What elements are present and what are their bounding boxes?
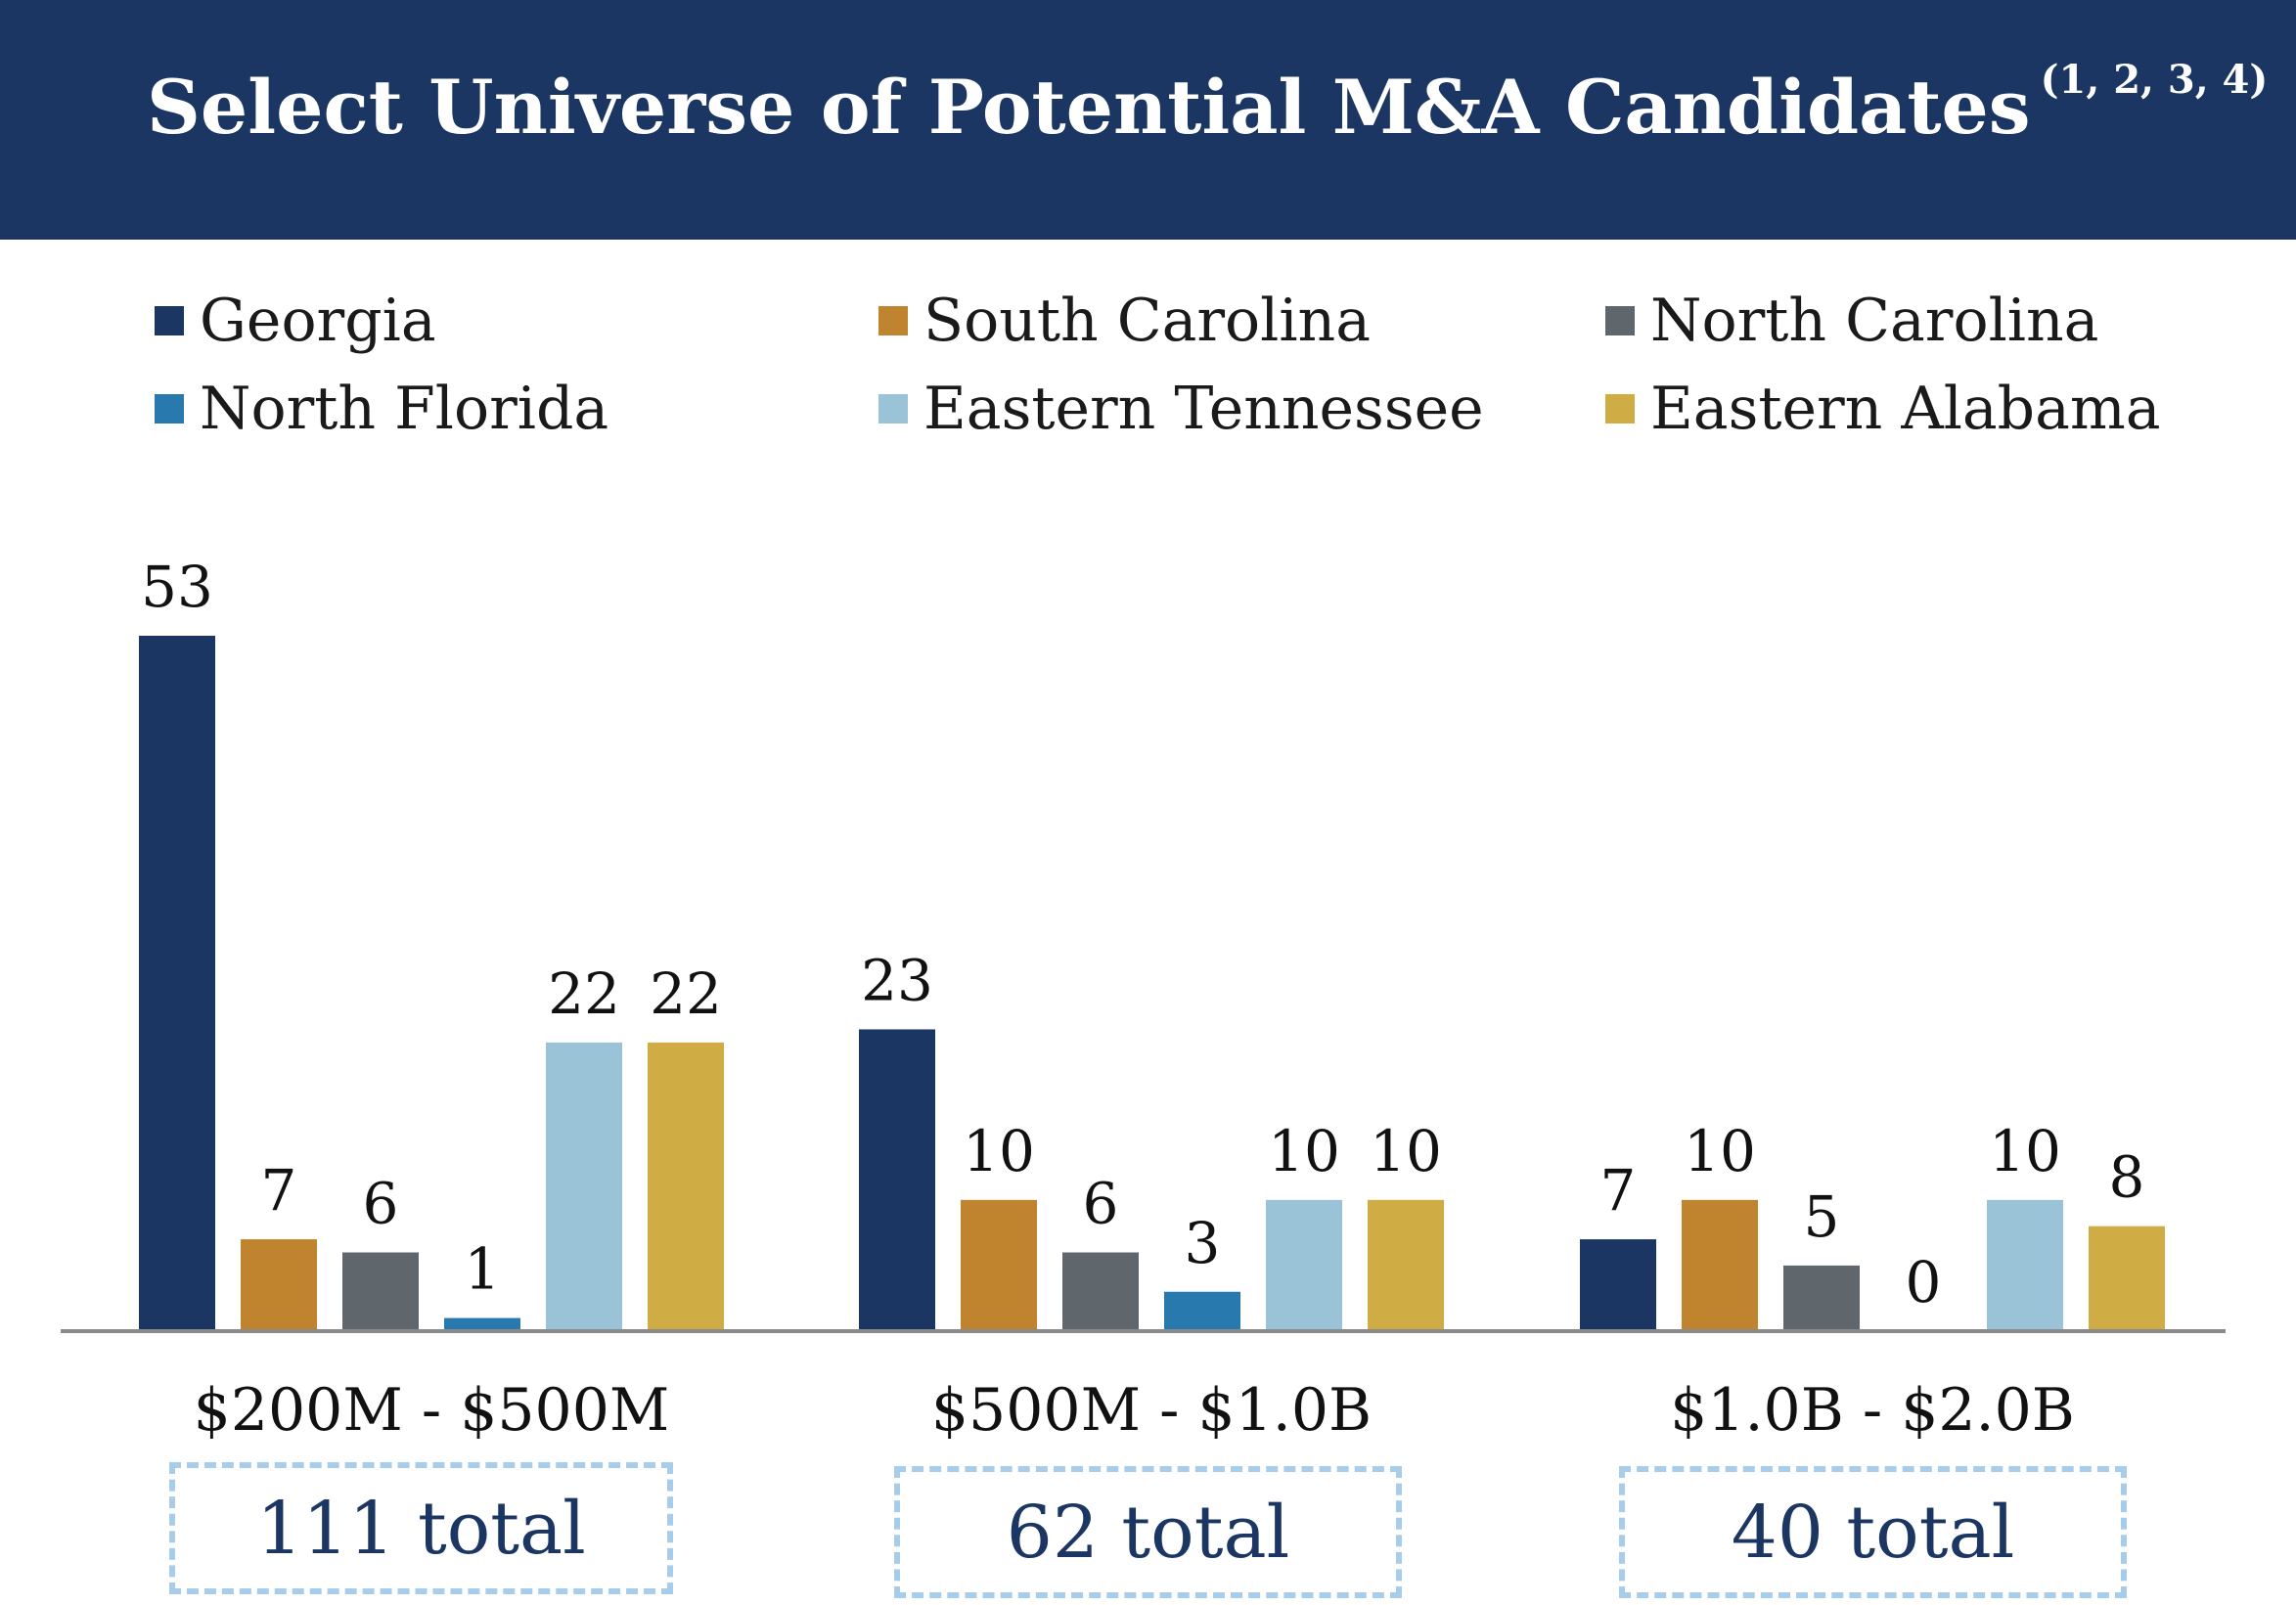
legend-swatch-georgia (155, 306, 184, 335)
bars-layer (139, 636, 2165, 1331)
legend-swatch-north-florida (155, 394, 184, 424)
bar-south-carolina-1-0b-2-0b (1682, 1199, 1758, 1331)
chart-title-footnote-refs: (1, 2, 3, 4) (2040, 57, 2269, 103)
bar-eastern-alabama-1-0b-2-0b (2089, 1226, 2165, 1331)
value-label-south-carolina-200m-500m: 7 (261, 1157, 297, 1224)
legend-label-eastern-alabama: Eastern Alabama (1650, 375, 2161, 443)
legend-label-georgia: Georgia (200, 287, 436, 355)
legend-swatch-north-carolina (1605, 306, 1635, 335)
bar-georgia-1-0b-2-0b (1580, 1239, 1656, 1331)
value-label-north-carolina-1-0b-2-0b: 5 (1804, 1183, 1840, 1250)
bar-eastern-tennessee-200m-500m (546, 1042, 622, 1331)
legend-label-north-florida: North Florida (200, 375, 609, 443)
total-box-200m-500m: 111 total (169, 1462, 673, 1594)
bar-eastern-tennessee-1-0b-2-0b (1987, 1199, 2063, 1331)
category-label-500m-1-0b: $500M - $1.0B (931, 1376, 1372, 1445)
value-label-south-carolina-500m-1-0b: 10 (963, 1118, 1035, 1184)
total-label-500m-1b: 62 total (1006, 1490, 1290, 1575)
legend-label-eastern-tennessee: Eastern Tennessee (923, 375, 1484, 443)
chart-title: Select Universe of Potential M&A Candida… (147, 61, 2268, 145)
value-label-north-florida-500m-1-0b: 3 (1185, 1210, 1221, 1276)
legend-swatch-eastern-tennessee (878, 394, 908, 424)
value-label-eastern-alabama-200m-500m: 22 (650, 960, 722, 1027)
value-label-north-florida-200m-500m: 1 (465, 1236, 501, 1303)
bar-north-carolina-200m-500m (342, 1252, 419, 1331)
legend-item-eastern-tennessee: Eastern Tennessee (878, 379, 1484, 438)
legend-label-north-carolina: North Carolina (1650, 287, 2099, 355)
bar-south-carolina-500m-1-0b (961, 1199, 1037, 1331)
legend-item-eastern-alabama: Eastern Alabama (1605, 379, 2161, 438)
value-label-south-carolina-1-0b-2-0b: 10 (1684, 1118, 1756, 1184)
total-label-200m-500m: 111 total (256, 1486, 586, 1571)
value-label-georgia-500m-1-0b: 23 (861, 947, 933, 1013)
bar-north-carolina-1-0b-2-0b (1783, 1265, 1860, 1331)
bar-georgia-500m-1-0b (859, 1029, 935, 1331)
value-label-georgia-200m-500m: 53 (141, 554, 213, 620)
value-label-eastern-alabama-1-0b-2-0b: 8 (2109, 1144, 2145, 1211)
chart-title-text: Select Universe of Potential M&A Candida… (147, 64, 2031, 151)
value-label-north-carolina-500m-1-0b: 6 (1083, 1171, 1119, 1237)
value-label-eastern-alabama-500m-1-0b: 10 (1370, 1118, 1442, 1184)
legend-item-georgia: Georgia (155, 291, 436, 350)
legend-item-north-carolina: North Carolina (1605, 291, 2098, 350)
legend-swatch-south-carolina (878, 306, 908, 335)
bar-north-florida-200m-500m (444, 1317, 520, 1331)
title-bar: Select Universe of Potential M&A Candida… (0, 0, 2296, 240)
legend-label-south-carolina: South Carolina (923, 287, 1371, 355)
bar-eastern-alabama-500m-1-0b (1368, 1199, 1444, 1331)
value-label-eastern-tennessee-500m-1-0b: 10 (1268, 1118, 1340, 1184)
total-label-1b-2b: 40 total (1731, 1490, 2015, 1575)
category-labels-layer: $200M - $500M $500M - $1.0B $1.0B - $2.0B (194, 1376, 2075, 1445)
value-label-eastern-tennessee-1-0b-2-0b: 10 (1989, 1118, 2061, 1184)
bar-north-florida-500m-1-0b (1164, 1291, 1240, 1331)
value-label-georgia-1-0b-2-0b: 7 (1600, 1157, 1637, 1224)
bar-north-carolina-500m-1-0b (1062, 1252, 1139, 1331)
bar-eastern-tennessee-500m-1-0b (1266, 1199, 1342, 1331)
value-label-eastern-tennessee-200m-500m: 22 (548, 960, 620, 1027)
category-label-200m-500m: $200M - $500M (194, 1376, 670, 1445)
legend-item-north-florida: North Florida (155, 379, 608, 438)
legend-swatch-eastern-alabama (1605, 394, 1635, 424)
category-label-1-0b-2-0b: $1.0B - $2.0B (1670, 1376, 2075, 1445)
bar-georgia-200m-500m (139, 636, 215, 1331)
bar-eastern-alabama-200m-500m (648, 1042, 724, 1331)
value-label-north-carolina-200m-500m: 6 (363, 1171, 399, 1237)
total-box-1b-2b: 40 total (1619, 1466, 2127, 1598)
total-box-500m-1b: 62 total (894, 1466, 1402, 1598)
value-label-north-florida-1-0b-2-0b: 0 (1906, 1249, 1942, 1315)
bar-south-carolina-200m-500m (241, 1239, 317, 1331)
legend-item-south-carolina: South Carolina (878, 291, 1371, 350)
